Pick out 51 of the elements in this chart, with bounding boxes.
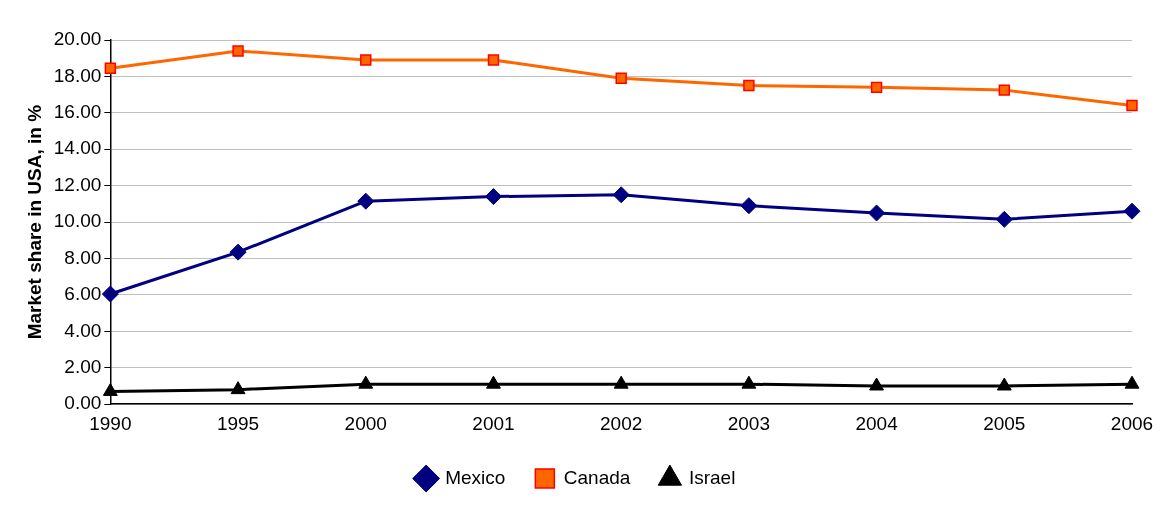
x-tick-label: 1990 (89, 412, 132, 434)
point (613, 375, 629, 389)
point (868, 204, 886, 222)
point (101, 285, 119, 303)
point (1124, 375, 1140, 389)
x-tick-label: 2003 (727, 412, 771, 434)
point (230, 381, 246, 395)
legend-label: Israel (688, 466, 736, 488)
x-tick-label: 2001 (472, 412, 515, 434)
y-tick-label: 0.00 (64, 392, 102, 414)
x-tick-label: 1995 (216, 412, 260, 434)
y-tick-label: 20.00 (53, 28, 102, 50)
point (232, 45, 244, 57)
point (869, 377, 885, 391)
y-tick-label: 18.00 (53, 64, 102, 86)
point (104, 62, 117, 74)
point (995, 210, 1013, 228)
y-tick-label: 6.00 (64, 283, 102, 305)
point (996, 377, 1012, 391)
point (615, 72, 627, 84)
point (358, 375, 374, 389)
point (612, 186, 630, 204)
point (229, 243, 247, 261)
y-tick-label: 10.00 (53, 210, 102, 232)
y-tick-label: 8.00 (64, 246, 102, 268)
point (1123, 202, 1141, 220)
x-tick-label: 2000 (344, 412, 387, 434)
point (487, 54, 500, 66)
point (102, 382, 118, 396)
y-axis-title: Market share in USA, in % (23, 104, 45, 340)
point (740, 197, 758, 215)
point (1126, 99, 1138, 112)
point (486, 375, 501, 389)
y-tick-label: 16.00 (53, 101, 102, 123)
x-tick-label: 2004 (855, 412, 899, 434)
y-tick-label: 12.00 (53, 173, 102, 195)
point (741, 375, 757, 389)
point (357, 192, 375, 210)
x-tick-label: 2002 (600, 412, 643, 434)
x-tick-label: 2005 (983, 412, 1026, 434)
legend-label: Mexico (445, 466, 506, 488)
point (360, 54, 372, 66)
point (743, 79, 755, 92)
y-tick-label: 2.00 (64, 356, 102, 378)
point (998, 84, 1010, 96)
legend-label: Canada (563, 466, 631, 488)
x-tick-label: 2006 (1110, 412, 1154, 434)
point (484, 188, 502, 206)
y-tick-label: 14.00 (53, 137, 102, 159)
y-tick-label: 4.00 (64, 319, 102, 341)
point (870, 81, 883, 94)
